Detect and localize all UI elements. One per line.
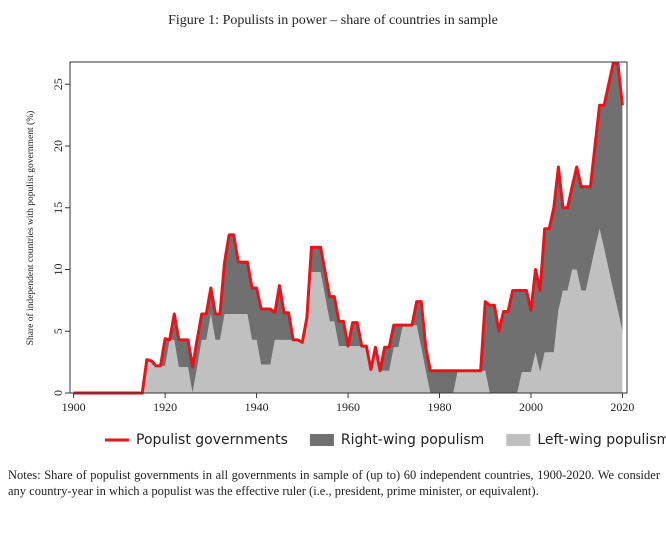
legend-item: Right-wing populism: [309, 432, 484, 448]
legend-label: Populist governments: [136, 432, 288, 448]
legend-swatch: [309, 434, 334, 446]
x-tick-label: 1960: [336, 400, 360, 414]
x-tick-label: 2000: [519, 400, 543, 414]
legend-label: Left-wing populism: [537, 432, 666, 448]
x-tick-label: 1900: [62, 400, 86, 414]
legend-label: Right-wing populism: [341, 432, 484, 448]
y-tick-label: 20: [51, 140, 65, 152]
legend-item: Populist governments: [105, 432, 288, 448]
y-tick-label: 5: [51, 328, 65, 334]
x-tick-label: 1980: [428, 400, 452, 414]
chart: Figure 1: Populists in power – share of …: [25, 13, 666, 448]
area: [73, 228, 623, 393]
y-axis-label: Share of independent countries with popu…: [25, 111, 36, 346]
legend-swatch: [506, 434, 531, 446]
y-tick-label: 15: [51, 202, 65, 214]
legend-item: Left-wing populism: [506, 432, 666, 448]
chart-title: Figure 1: Populists in power – share of …: [168, 13, 498, 28]
x-tick-label: 1940: [245, 400, 269, 414]
notes: Notes: Share of populist governments in …: [8, 468, 660, 498]
x-tick-label: 1920: [153, 400, 177, 414]
y-tick-label: 25: [51, 78, 65, 90]
line: [73, 61, 624, 395]
y-tick-label: 0: [51, 390, 65, 396]
y-tick-label: 10: [51, 263, 65, 275]
x-tick-label: 2020: [610, 400, 634, 414]
